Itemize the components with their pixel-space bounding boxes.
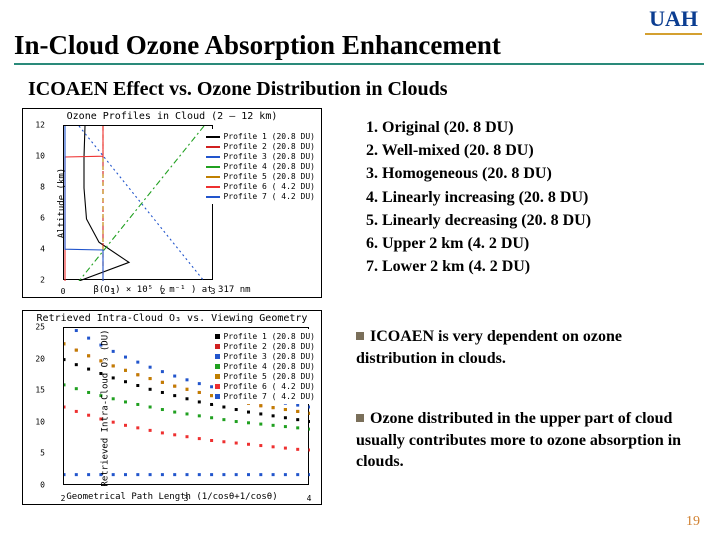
profile-item: 2. Well-mixed (20. 8 DU) — [366, 139, 591, 162]
chart-bot-legend: Profile 1 (20.8 DU)Profile 2 (20.8 DU)Pr… — [213, 329, 317, 404]
legend-item: Profile 3 (20.8 DU) — [215, 352, 315, 361]
profile-item: 6. Upper 2 km (4. 2 DU) — [366, 232, 591, 255]
profile-item: 7. Lower 2 km (4. 2 DU) — [366, 255, 591, 278]
chart-retrieved-o3: Retrieved Intra-Cloud O₃ vs. Viewing Geo… — [22, 310, 322, 505]
legend-item: Profile 7 ( 4.2 DU) — [215, 392, 315, 401]
chart-top-svg — [64, 126, 214, 281]
page-number: 19 — [686, 514, 700, 530]
legend-item: Profile 6 ( 4.2 DU) — [206, 182, 315, 191]
legend-item: Profile 3 (20.8 DU) — [206, 152, 315, 161]
legend-item: Profile 5 (20.8 DU) — [206, 172, 315, 181]
chart-ozone-profiles: Ozone Profiles in Cloud (2 – 12 km) Alti… — [22, 108, 322, 298]
chart-top-xlabel: β(O₃) × 10⁵ ( m⁻¹ ) at 317 nm — [23, 285, 321, 295]
profile-item: 1. Original (20. 8 DU) — [366, 116, 591, 139]
bullet-1-text: ICOAEN is very dependent on ozone distri… — [356, 328, 622, 367]
bullet-icon — [356, 332, 364, 340]
chart-top-plot — [63, 125, 213, 280]
profile-item: 3. Homogeneous (20. 8 DU) — [366, 162, 591, 185]
chart-bot-title: Retrieved Intra-Cloud O₃ vs. Viewing Geo… — [23, 313, 321, 324]
chart-bot-xlabel: Geometrical Path Length (1/cosθ+1/cosθ) — [23, 492, 321, 502]
chart-top-legend: Profile 1 (20.8 DU)Profile 2 (20.8 DU)Pr… — [204, 129, 317, 204]
legend-item: Profile 4 (20.8 DU) — [206, 162, 315, 171]
bullet-2-text: Ozone distributed in the upper part of c… — [356, 410, 681, 470]
profile-item: 5. Linearly decreasing (20. 8 DU) — [366, 209, 591, 232]
profile-list: 1. Original (20. 8 DU)2. Well-mixed (20.… — [366, 116, 591, 278]
legend-item: Profile 6 ( 4.2 DU) — [215, 382, 315, 391]
legend-item: Profile 1 (20.8 DU) — [206, 132, 315, 141]
legend-item: Profile 7 ( 4.2 DU) — [206, 192, 315, 201]
legend-item: Profile 1 (20.8 DU) — [215, 332, 315, 341]
slide-title: In-Cloud Ozone Absorption Enhancement — [14, 30, 704, 65]
legend-item: Profile 2 (20.8 DU) — [206, 142, 315, 151]
legend-item: Profile 4 (20.8 DU) — [215, 362, 315, 371]
profile-item: 4. Linearly increasing (20. 8 DU) — [366, 186, 591, 209]
legend-item: Profile 2 (20.8 DU) — [215, 342, 315, 351]
bullet-2: Ozone distributed in the upper part of c… — [356, 408, 696, 473]
chart-top-title: Ozone Profiles in Cloud (2 – 12 km) — [23, 111, 321, 122]
slide-subtitle: ICOAEN Effect vs. Ozone Distribution in … — [28, 78, 447, 101]
chart-bot-ylabel: Retrieved Intra-Cloud O₃ (DU) — [101, 329, 111, 486]
legend-item: Profile 5 (20.8 DU) — [215, 372, 315, 381]
bullet-icon — [356, 414, 364, 422]
bullet-1: ICOAEN is very dependent on ozone distri… — [356, 326, 696, 369]
chart-top-ylabel: Altitude (km) — [57, 168, 67, 238]
